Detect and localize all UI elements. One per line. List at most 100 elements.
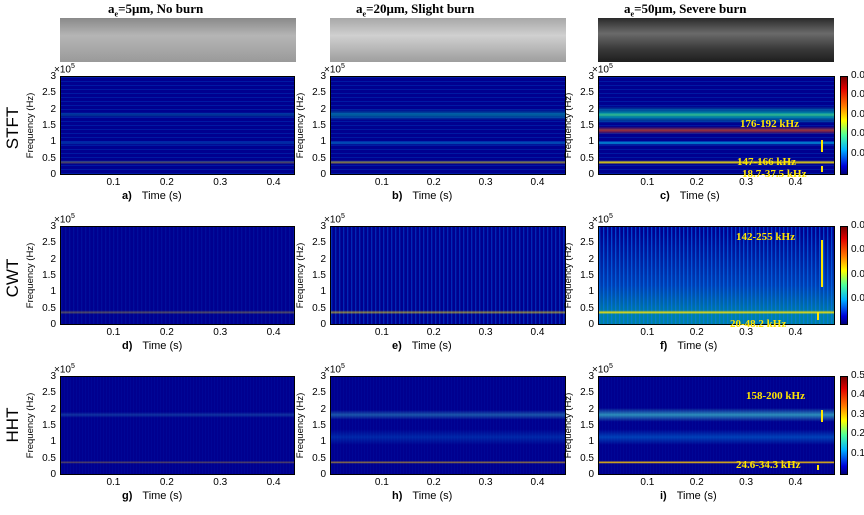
y-tick-label: 1.5 — [580, 120, 594, 131]
x-tick-label: 0.3 — [213, 327, 228, 338]
x-tick-label: 0.2 — [426, 327, 441, 338]
x-tick-label: 0.3 — [739, 327, 754, 338]
annotation-hht-low: 24.6-34.3 kHz — [736, 459, 801, 471]
x-tick-label: 0.3 — [739, 177, 754, 188]
x-tick-label: 0.4 — [788, 477, 803, 488]
spectrogram-hht-2 — [330, 376, 566, 475]
y-tick-label: 2.5 — [580, 387, 594, 399]
colorbar-stft — [840, 76, 848, 175]
y-axis-label: Frequency (Hz) — [25, 392, 37, 459]
y-tick-label: 0 — [50, 169, 56, 180]
x-tick-label: 0.3 — [739, 477, 754, 488]
y-axis-label: Frequency (Hz) — [25, 242, 37, 309]
panel-caption: i) Time (s) — [660, 490, 717, 502]
y-tick-label: 1.5 — [312, 420, 326, 431]
column-title-3: ae=50μm, Severe burn — [624, 1, 747, 19]
y-tick-label: 2 — [50, 103, 56, 115]
spectrogram-cwt-1 — [60, 226, 295, 325]
y-axis-label: Frequency (Hz) — [563, 92, 575, 159]
y-tick-label: 0.5 — [42, 302, 56, 314]
y-tick-label: 2 — [320, 253, 326, 265]
y-tick-label: 1.5 — [42, 120, 56, 131]
x-tick-label: 0.4 — [530, 177, 545, 188]
y-tick-label: 2 — [588, 253, 594, 265]
x-tick-label: 0.1 — [374, 327, 389, 338]
annotation-cwt-low: 20-48.2 kHz — [730, 318, 787, 330]
y-exponent-label: ×105 — [54, 213, 75, 226]
y-exponent-label: ×105 — [54, 363, 75, 376]
colorbar-tick-label: 0.05 — [851, 70, 864, 81]
x-axis-label: Time (s) — [411, 340, 452, 352]
panel-caption: a) Time (s) — [122, 190, 182, 202]
y-tick-label: 2.5 — [42, 237, 56, 249]
x-tick-label: 0.2 — [426, 477, 441, 488]
y-tick-label: 0.5 — [312, 452, 326, 464]
x-axis-label: Time (s) — [142, 490, 183, 502]
surface-photo-no-burn — [60, 18, 296, 62]
x-tick-label: 0.1 — [640, 177, 655, 188]
x-tick-label: 0.4 — [530, 327, 545, 338]
y-tick-label: 1.5 — [42, 270, 56, 281]
x-tick-label: 0.1 — [640, 477, 655, 488]
x-tick-label: 0.2 — [159, 327, 174, 338]
x-tick-label: 0.3 — [478, 177, 493, 188]
x-axis-label: Time (s) — [679, 190, 720, 202]
panel-letter: d) — [122, 340, 133, 352]
colorbar-tick-label: 0.5 — [851, 370, 864, 381]
y-tick-label: 2 — [320, 103, 326, 115]
y-tick-label: 1 — [320, 436, 326, 448]
spectrogram-hht-3 — [598, 376, 835, 475]
colorbar-tick-label: 0.1 — [851, 447, 864, 459]
surface-photo-severe-burn — [598, 18, 834, 62]
x-axis-label: Time (s) — [676, 490, 717, 502]
panel-caption: d) Time (s) — [122, 340, 182, 352]
y-tick-label: 0.5 — [580, 152, 594, 164]
panel-letter: g) — [122, 490, 133, 502]
spectrogram-cwt-2 — [330, 226, 566, 325]
y-tick-label: 3 — [50, 71, 56, 82]
annotation-hht-high: 158-200 kHz — [746, 390, 805, 402]
y-tick-label: 0 — [320, 169, 326, 180]
x-axis-label: Time (s) — [677, 340, 718, 352]
x-tick-label: 0.3 — [478, 477, 493, 488]
panel-caption: h) Time (s) — [392, 490, 452, 502]
y-tick-label: 3 — [320, 221, 326, 232]
x-tick-label: 0.1 — [106, 177, 121, 188]
x-tick-label: 0.1 — [106, 477, 121, 488]
y-tick-label: 0.5 — [580, 452, 594, 464]
x-tick-label: 0.3 — [478, 327, 493, 338]
colorbar-tick-label: 0.03 — [851, 108, 864, 120]
x-axis-label: Time (s) — [142, 340, 183, 352]
y-tick-label: 1 — [320, 136, 326, 148]
y-tick-label: 0.5 — [312, 302, 326, 314]
y-tick-label: 0 — [588, 169, 594, 180]
x-tick-label: 0.4 — [530, 477, 545, 488]
x-tick-label: 0.1 — [374, 477, 389, 488]
y-tick-label: 2 — [588, 103, 594, 115]
x-axis-label: Time (s) — [141, 190, 182, 202]
y-tick-label: 3 — [320, 371, 326, 382]
y-tick-label: 2.5 — [312, 237, 326, 249]
y-tick-label: 1 — [50, 436, 56, 448]
y-tick-label: 0.5 — [580, 302, 594, 314]
x-tick-label: 0.1 — [106, 327, 121, 338]
spectrogram-cwt-3 — [598, 226, 835, 325]
y-axis-label: Frequency (Hz) — [563, 242, 575, 309]
annotation-cwt-high: 142-255 kHz — [736, 231, 795, 243]
y-tick-label: 0.5 — [42, 152, 56, 164]
y-tick-label: 2.5 — [580, 87, 594, 99]
y-exponent-label: ×105 — [324, 213, 345, 226]
column-title-1: ae=5μm, No burn — [108, 1, 204, 19]
y-tick-label: 0.5 — [312, 152, 326, 164]
y-tick-label: 3 — [588, 221, 594, 232]
panel-caption: f) Time (s) — [660, 340, 717, 352]
x-tick-label: 0.2 — [689, 477, 704, 488]
y-tick-label: 0 — [50, 469, 56, 480]
y-exponent-label: ×105 — [54, 63, 75, 76]
panel-letter: e) — [392, 340, 402, 352]
y-tick-label: 1.5 — [580, 420, 594, 431]
x-tick-label: 0.4 — [266, 477, 281, 488]
y-tick-label: 2.5 — [312, 387, 326, 399]
x-tick-label: 0.2 — [689, 177, 704, 188]
colorbar-tick-label: 0.06 — [851, 244, 864, 256]
